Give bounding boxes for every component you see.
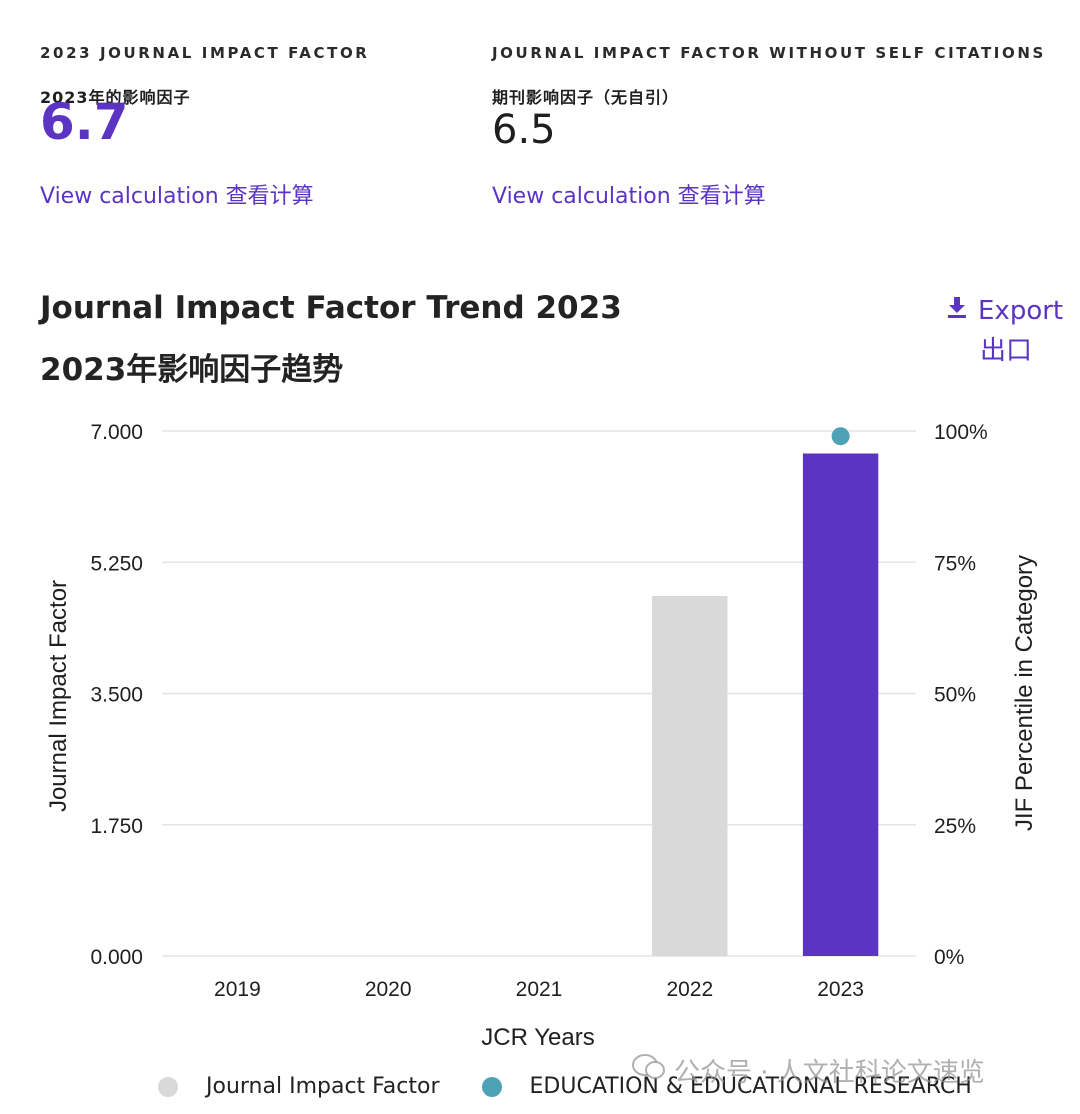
jif-no-self-label-cn: 期刊影响因子（无自引）	[492, 88, 680, 107]
trend-title-cn: 2023年影响因子趋势	[40, 352, 344, 388]
export-label-cn: 出口	[980, 336, 1033, 366]
jif-no-self-label: JOURNAL IMPACT FACTOR WITHOUT SELF CITAT…	[492, 44, 1046, 62]
x-tick-label: 2022	[666, 978, 713, 1001]
y-tick-label-left: 0.000	[90, 946, 143, 969]
download-icon	[946, 295, 968, 326]
y-tick-label-right: 0%	[934, 946, 964, 969]
wechat-icon	[632, 1053, 666, 1088]
jif-label-cn: 2023年的影响因子	[40, 88, 191, 107]
legend-item-category[interactable]: EDUCATION & EDUCATIONAL RESEARCH	[481, 1074, 972, 1099]
y-tick-label-right: 75%	[934, 552, 976, 575]
x-tick-label: 2023	[817, 978, 864, 1001]
jif-no-self-view-calculation-link[interactable]: View calculation 查看计算	[492, 184, 766, 209]
y-tick-label-left: 1.750	[90, 815, 143, 838]
x-axis-label: JCR Years	[481, 1024, 594, 1051]
y-tick-label-right: 100%	[934, 421, 988, 444]
jif-no-self-metric: JOURNAL IMPACT FACTOR WITHOUT SELF CITAT…	[492, 44, 1046, 150]
jif-value: 6.7	[40, 93, 129, 151]
y-tick-label-right: 50%	[934, 684, 976, 707]
bar-2023[interactable]	[802, 453, 879, 957]
jif-metric: 2023 JOURNAL IMPACT FACTOR 2023年的影响因子 6.…	[40, 44, 370, 151]
export-label: Export	[978, 295, 1064, 326]
legend-label-jif: Journal Impact Factor	[206, 1074, 440, 1099]
x-tick-label: 2020	[365, 978, 412, 1001]
export-button[interactable]: Export 出口	[946, 295, 1071, 367]
watermark: 公众号 · 人文社科论文速览	[632, 1052, 985, 1089]
x-tick-label: 2019	[214, 978, 261, 1001]
watermark-text: 公众号 · 人文社科论文速览	[674, 1058, 985, 1088]
legend-label-category: EDUCATION & EDUCATIONAL RESEARCH	[529, 1074, 972, 1099]
y-tick-label-left: 7.000	[90, 421, 143, 444]
bar-2022[interactable]	[652, 596, 728, 956]
legend-swatch-jif	[158, 1076, 178, 1097]
chart-legend: Journal Impact Factor EDUCATION & EDUCAT…	[158, 1074, 1014, 1099]
y-axis-label-left: Journal Impact Factor	[45, 580, 72, 812]
y-tick-label-left: 3.500	[90, 684, 143, 707]
trend-title: Journal Impact Factor Trend 2023	[40, 290, 622, 326]
y-tick-label-right: 25%	[934, 815, 976, 838]
jif-view-calculation-link[interactable]: View calculation 查看计算	[40, 184, 314, 209]
legend-item-jif[interactable]: Journal Impact Factor	[158, 1074, 440, 1099]
jif-no-self-value: 6.5	[492, 107, 556, 153]
y-tick-label-left: 5.250	[90, 552, 143, 575]
legend-swatch-category	[481, 1076, 502, 1097]
y-axis-label-right: JIF Percentile in Category	[1011, 555, 1038, 831]
jif-label: 2023 JOURNAL IMPACT FACTOR	[40, 44, 370, 62]
jif-trend-chart: 0.000 1.750 3.500 5.250 7.000 0% 25% 50% 75% 100…	[45, 421, 1038, 1051]
percentile-dot-2023[interactable]	[831, 427, 850, 446]
x-tick-label: 2021	[516, 978, 563, 1001]
